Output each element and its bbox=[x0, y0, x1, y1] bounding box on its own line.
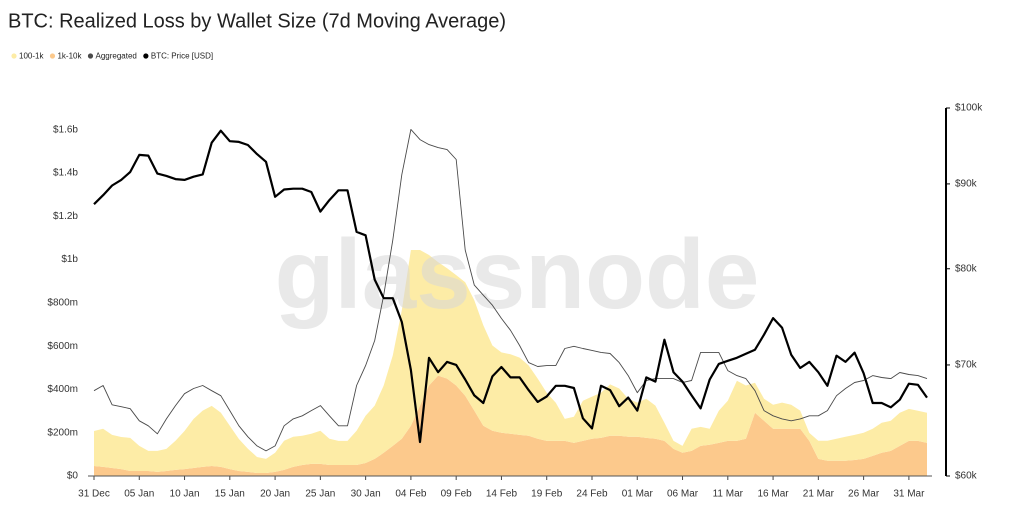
y-tick-label: $1.6b bbox=[53, 124, 78, 135]
x-tick-label: 25 Jan bbox=[305, 489, 335, 500]
x-tick-label: 16 Mar bbox=[758, 489, 790, 500]
x-tick-label: 06 Mar bbox=[667, 489, 699, 500]
y2-tick-label: $80k bbox=[955, 263, 978, 274]
y-tick-label: $1b bbox=[61, 254, 78, 265]
y-tick-label: $200m bbox=[47, 427, 78, 438]
y-tick-label: $400m bbox=[47, 384, 78, 395]
x-tick-label: 04 Feb bbox=[395, 489, 427, 500]
line bbox=[93, 128, 928, 452]
x-tick-label: 10 Jan bbox=[170, 489, 200, 500]
x-tick-label: 05 Jan bbox=[124, 489, 154, 500]
legend-swatch bbox=[49, 53, 56, 59]
y-tick-label: $1.4b bbox=[53, 168, 78, 179]
watermark: glassnode bbox=[275, 219, 760, 329]
legend-swatch bbox=[11, 53, 17, 59]
x-tick-label: 19 Feb bbox=[531, 489, 563, 500]
y-tick-label: $1.2b bbox=[53, 211, 78, 222]
legend-label: Aggregated bbox=[95, 52, 136, 61]
x-tick-label: 21 Mar bbox=[803, 489, 835, 500]
x-tick-label: 20 Jan bbox=[260, 489, 290, 500]
legend-swatch bbox=[143, 53, 149, 59]
x-tick-label: 11 Mar bbox=[713, 489, 744, 500]
y-tick-label: $800m bbox=[47, 297, 78, 308]
y2-tick-label: $90k bbox=[955, 179, 978, 190]
legend-label: 100-1k bbox=[19, 52, 44, 61]
y-tick-label: $0 bbox=[67, 471, 79, 482]
x-tick-label: 14 Feb bbox=[486, 489, 518, 500]
legend-label: BTC: Price [USD] bbox=[151, 52, 213, 61]
area bbox=[94, 250, 927, 473]
y2-tick-label: $60k bbox=[955, 471, 978, 482]
y2-tick-label: $100k bbox=[955, 103, 983, 114]
x-tick-label: 15 Jan bbox=[215, 489, 245, 500]
chart-title: BTC: Realized Loss by Wallet Size (7d Mo… bbox=[8, 10, 506, 32]
legend-label: 1k-10k bbox=[57, 52, 82, 61]
line bbox=[93, 129, 928, 444]
x-tick-label: 31 Dec bbox=[78, 489, 110, 500]
x-tick-label: 24 Feb bbox=[576, 489, 608, 500]
x-tick-label: 26 Mar bbox=[848, 489, 880, 500]
x-tick-label: 31 Mar bbox=[893, 489, 925, 500]
x-tick-label: 01 Mar bbox=[622, 489, 654, 500]
x-tick-label: 09 Feb bbox=[441, 489, 473, 500]
y2-tick-label: $70k bbox=[955, 360, 978, 371]
y-tick-label: $600m bbox=[47, 341, 78, 352]
x-tick-label: 30 Jan bbox=[351, 489, 381, 500]
legend-swatch bbox=[87, 53, 94, 59]
area bbox=[94, 375, 927, 476]
